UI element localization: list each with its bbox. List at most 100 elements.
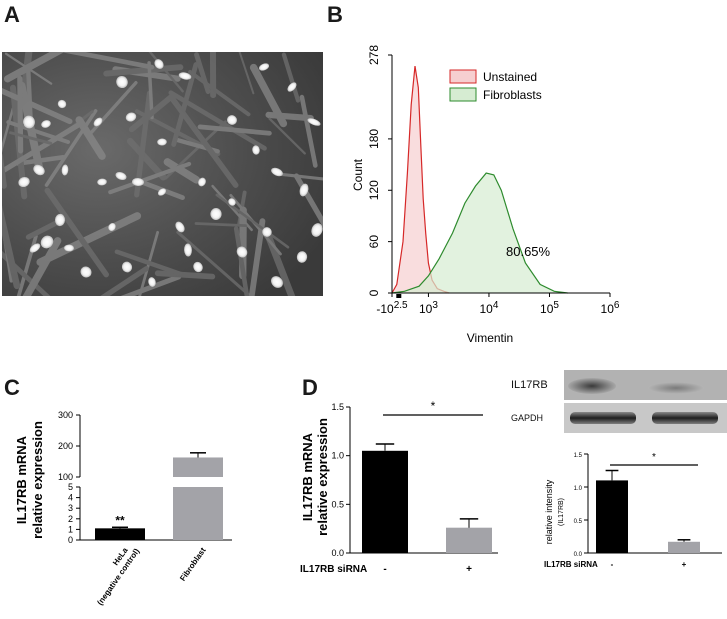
cell-nucleus <box>116 75 128 89</box>
cell-fiber <box>2 153 7 189</box>
cell-nucleus <box>311 223 323 237</box>
dl-ylabel-line2: relative expression <box>315 418 330 536</box>
dl-plot-category-0: - <box>383 564 386 575</box>
cell-nucleus <box>61 164 69 176</box>
cell-fiber <box>147 61 154 120</box>
cell-nucleus <box>154 59 164 69</box>
flow-histogram-chart: 0 60 120 180 278 -102.5 103 104 105 106 Vimentin… <box>351 45 620 345</box>
il17rb-intensity-bar-chart: relative intensity (IL17RB) 0.0 0.5 1.0 1.5… <box>544 452 722 569</box>
dr-plot-xlabel: IL17RB siRNA <box>544 560 598 569</box>
dr-plot-ytick-label: 0.5 <box>574 519 583 525</box>
dr-plot-bar-0 <box>596 480 628 553</box>
cell-nucleus <box>271 167 283 177</box>
cell-nucleus <box>178 72 192 80</box>
cell-fiber <box>278 172 323 181</box>
cell-nucleus <box>262 227 272 237</box>
cell-fiber <box>134 90 153 198</box>
histogram-area-unstained <box>392 66 450 293</box>
b-ytick-label: 278 <box>367 45 381 65</box>
dr-ylabel: relative intensity <box>544 479 554 544</box>
c-category-label-0: HeLa(negative control) <box>87 541 141 607</box>
cell-nucleus <box>296 251 308 263</box>
b-xtick-label: -102.5 <box>376 300 408 316</box>
cell-fiber <box>44 109 98 187</box>
cell-fiber <box>281 52 301 103</box>
cell-nucleus <box>33 164 45 176</box>
b-ytick-label: 0 <box>367 289 381 296</box>
c-ytick-label: 200 <box>58 441 73 451</box>
cell-fiber <box>17 75 24 154</box>
c-ytick-label: 3 <box>68 503 73 513</box>
cell-fiber <box>103 64 184 77</box>
b-ytick-label: 60 <box>367 235 381 249</box>
c-category-label-1: Fibroblast <box>178 546 208 583</box>
dl-plot-category-1: + <box>466 564 472 575</box>
cell-nucleus <box>18 176 30 188</box>
cell-nucleus <box>227 115 237 125</box>
cell-fiber <box>176 230 252 296</box>
cell-fiber <box>170 96 239 188</box>
panel-letter-c: C <box>4 375 20 400</box>
cell-nucleus <box>236 246 248 258</box>
legend-swatch-fibroblasts <box>449 87 477 102</box>
c-ytick-label: 5 <box>68 482 73 492</box>
dl-plot-ytick-label: 1.5 <box>331 402 344 412</box>
legend-label-fibroblasts: Fibroblasts <box>483 88 542 102</box>
c-ylabel-line2: relative expression <box>30 421 45 539</box>
cell-fiber <box>22 237 62 296</box>
cell-fiber <box>114 249 185 277</box>
cell-fiber <box>36 212 142 266</box>
cell-fiber <box>133 177 185 200</box>
cell-fiber <box>299 94 318 168</box>
c-bar-upper-1 <box>173 457 223 477</box>
cell-nucleus <box>41 120 51 128</box>
dl-plot-ytick-label: 1.0 <box>331 451 344 461</box>
dl-plot-significance-star: * <box>431 399 436 413</box>
cell-fiber <box>171 62 199 147</box>
histogram-area-fibroblasts <box>392 173 568 293</box>
c-ytick-label: 300 <box>58 410 73 420</box>
cell-nucleus <box>307 118 321 126</box>
cell-fiber <box>238 52 255 95</box>
cell-fiber <box>248 218 266 296</box>
cell-nucleus <box>64 244 74 252</box>
cell-fiber <box>2 87 73 125</box>
c-bar-0 <box>95 528 145 540</box>
cell-fiber <box>100 266 149 296</box>
cell-nucleus <box>54 213 66 227</box>
b-ytick-label: 120 <box>367 180 381 200</box>
cell-nucleus <box>29 243 41 253</box>
cell-fiber <box>194 222 247 227</box>
cell-fiber <box>9 131 53 145</box>
c-ytick-label: 2 <box>68 514 73 524</box>
cell-nucleus <box>132 177 144 187</box>
cell-fiber <box>249 63 288 128</box>
cell-fiber <box>264 230 296 296</box>
cell-nucleus <box>210 208 222 220</box>
dl-ylabel: IL17RB mRNA <box>300 432 315 521</box>
c-ytick-label: 100 <box>58 472 73 482</box>
cell-fiber <box>6 120 71 144</box>
dr-plot-bar-1 <box>668 541 700 553</box>
cell-nucleus <box>108 222 116 232</box>
c-ytick-label: 4 <box>68 493 73 503</box>
dr-ylabel-sub: (IL17RB) <box>558 498 565 526</box>
cell-fiber <box>163 158 201 184</box>
cell-nucleus <box>57 99 67 109</box>
dl-plot-bar-1 <box>446 527 492 553</box>
panel-letter-d: D <box>302 375 318 400</box>
cell-nucleus <box>157 188 167 196</box>
fibroblast-micrograph <box>2 52 323 296</box>
dl-plot-ytick-label: 0.5 <box>331 499 344 509</box>
c-significance-0: ** <box>115 513 125 527</box>
legend-label-unstained: Unstained <box>483 70 537 84</box>
b-xtick-label: 103 <box>419 300 438 316</box>
b-xtick-label: 106 <box>601 300 620 316</box>
cell-nucleus <box>121 261 133 273</box>
cell-nucleus <box>184 243 192 257</box>
c-ytick-label: 1 <box>68 524 73 534</box>
il17rb-sirna-mrna-bar-chart: IL17RB mRNA 0.00.51.01.5- +*IL17RB siRNA … <box>300 399 498 575</box>
cell-nucleus <box>258 63 270 71</box>
histogram-line-fibroblasts <box>391 172 568 294</box>
